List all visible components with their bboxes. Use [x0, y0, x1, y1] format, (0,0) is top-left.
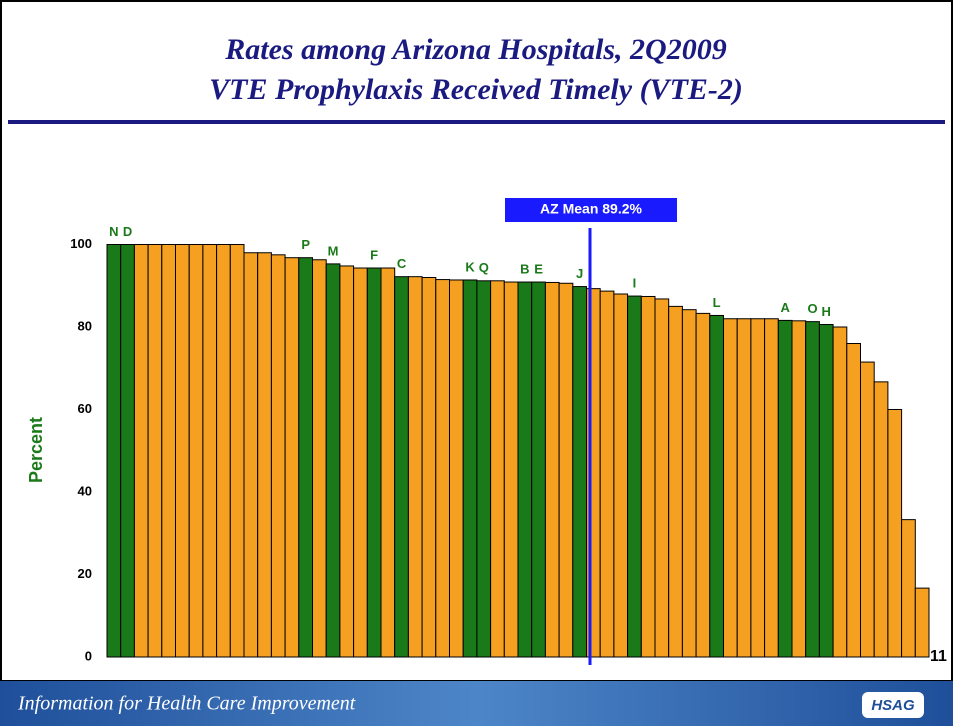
category-label: M: [328, 243, 339, 258]
bar: [312, 259, 327, 658]
bar: [161, 244, 177, 658]
y-tick-label: 0: [85, 648, 92, 663]
bar: [599, 290, 615, 658]
bar: [106, 244, 122, 658]
category-label: A: [780, 300, 790, 315]
category-label: C: [397, 256, 407, 271]
bar: [777, 319, 793, 658]
bar: [490, 280, 505, 658]
y-tick-label: 20: [78, 566, 92, 581]
bar: [860, 361, 875, 658]
bar: [476, 280, 492, 658]
bar: [517, 281, 533, 658]
bar: [435, 279, 450, 658]
bar: [407, 276, 423, 658]
bar: [243, 252, 259, 658]
bar: [805, 321, 820, 658]
bar: [270, 254, 286, 658]
y-tick-label: 40: [78, 483, 92, 498]
category-label: H: [822, 304, 831, 319]
bar: [284, 257, 300, 658]
bar: [846, 343, 861, 658]
category-label: N: [109, 224, 118, 239]
bar: [750, 318, 766, 658]
bar: [353, 267, 368, 658]
bar: [394, 276, 409, 658]
bar: [914, 587, 930, 658]
mean-annotation: AZ Mean 89.2%: [540, 201, 642, 217]
bar: [613, 293, 629, 658]
bar: [544, 281, 560, 658]
bar: [572, 286, 587, 658]
bar: [120, 244, 135, 658]
category-label: L: [713, 295, 721, 310]
bar: [366, 267, 382, 658]
bar: [175, 244, 190, 658]
bar: [723, 318, 738, 658]
bar: [147, 244, 163, 658]
logo-badge: [862, 692, 924, 718]
bar: [901, 519, 916, 658]
category-label: K: [465, 259, 475, 274]
category-label: E: [534, 261, 543, 276]
bar: [449, 279, 464, 658]
title-line: Rates among Arizona Hospitals, 2Q2009: [224, 33, 726, 66]
bar: [503, 281, 519, 658]
bar: [654, 298, 670, 658]
bar: [298, 257, 313, 658]
bar: [627, 295, 642, 658]
title-line: VTE Prophylaxis Received Timely (VTE-2): [209, 73, 743, 106]
bar: [188, 244, 204, 658]
bar: [462, 279, 478, 658]
bar: [325, 263, 341, 658]
bar: [668, 305, 683, 658]
bar: [695, 312, 711, 658]
y-tick-label: 100: [70, 236, 92, 251]
y-tick-label: 80: [78, 318, 92, 333]
bar: [681, 309, 697, 658]
footer-bar: [0, 681, 953, 726]
bar: [531, 281, 546, 658]
bar: [764, 318, 779, 658]
category-label: P: [301, 237, 310, 252]
bar: [818, 324, 834, 658]
footer-tagline: Information for Health Care Improvement: [17, 693, 356, 715]
bar: [640, 295, 656, 658]
category-label: Q: [479, 260, 489, 275]
bar: [873, 381, 889, 658]
category-label: B: [520, 261, 529, 276]
bar: [421, 277, 437, 658]
logo: HSAG: [871, 697, 915, 714]
bar: [229, 244, 245, 658]
bar: [339, 265, 355, 658]
y-axis-label: Percent: [26, 417, 46, 483]
bar: [133, 244, 149, 658]
category-label: O: [807, 301, 817, 316]
bar: [709, 314, 724, 658]
page-number: 11: [930, 648, 947, 665]
bar: [791, 320, 807, 658]
category-label: I: [633, 276, 637, 291]
y-tick-label: 60: [78, 401, 92, 416]
mean-box: [505, 198, 677, 222]
bar: [380, 267, 396, 658]
bar: [202, 244, 218, 658]
bar: [216, 244, 231, 658]
bar: [736, 318, 752, 658]
bar: [257, 252, 272, 658]
category-label: F: [370, 247, 378, 262]
bar: [832, 326, 848, 658]
category-label: D: [123, 224, 132, 239]
bar: [558, 282, 574, 658]
category-label: J: [576, 266, 583, 281]
title-rule: [8, 120, 945, 124]
bar: [887, 409, 903, 658]
